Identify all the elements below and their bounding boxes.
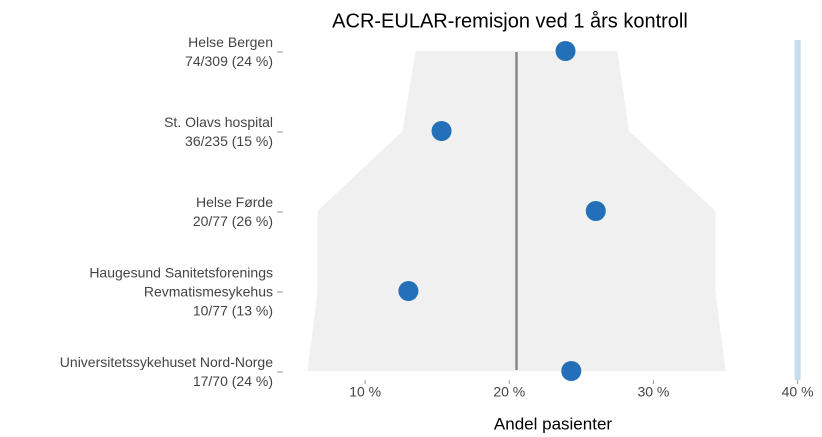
value-label: 10/77 (13 %) [192,302,273,319]
chart-title: ACR-EULAR-remisjon ved 1 års kontroll [332,10,688,32]
category-name: Universitetssykehuset Nord-Norge [59,354,273,370]
category-name: Helse Førde [195,194,273,210]
x-axis-title: Andel pasienter [494,414,612,433]
dot [585,201,606,221]
category-label: Helse Bergen 74/309 (24 %) [5,33,273,71]
category-name: Helse Bergen [188,34,273,50]
value-label: 36/235 (15 %) [185,133,273,149]
category-label: Helse Førde 20/77 (26 %) [5,193,273,231]
value-label: 20/77 (26 %) [192,213,273,229]
dot [555,41,576,61]
dot [431,121,452,141]
x-tick-label: 20 % [493,384,525,400]
x-tick-label: 10 % [349,384,381,400]
category-label: St. Olavs hospital 36/235 (15 %) [5,113,273,151]
value-label: 74/309 (24 %) [185,53,273,69]
x-tick-label: 30 % [637,384,669,400]
value-label: 17/70 (24 %) [192,373,273,389]
category-label: Universitetssykehuset Nord-Norge 17/70 (2… [5,353,273,391]
category-name: Haugesund Sanitetsforenings Revmatismesy… [89,264,273,300]
category-label: Haugesund Sanitetsforenings Revmatismesy… [5,264,273,321]
dot [561,361,582,381]
category-name: St. Olavs hospital [164,114,273,130]
x-tick-label: 40 % [782,384,814,400]
dot [398,281,419,301]
